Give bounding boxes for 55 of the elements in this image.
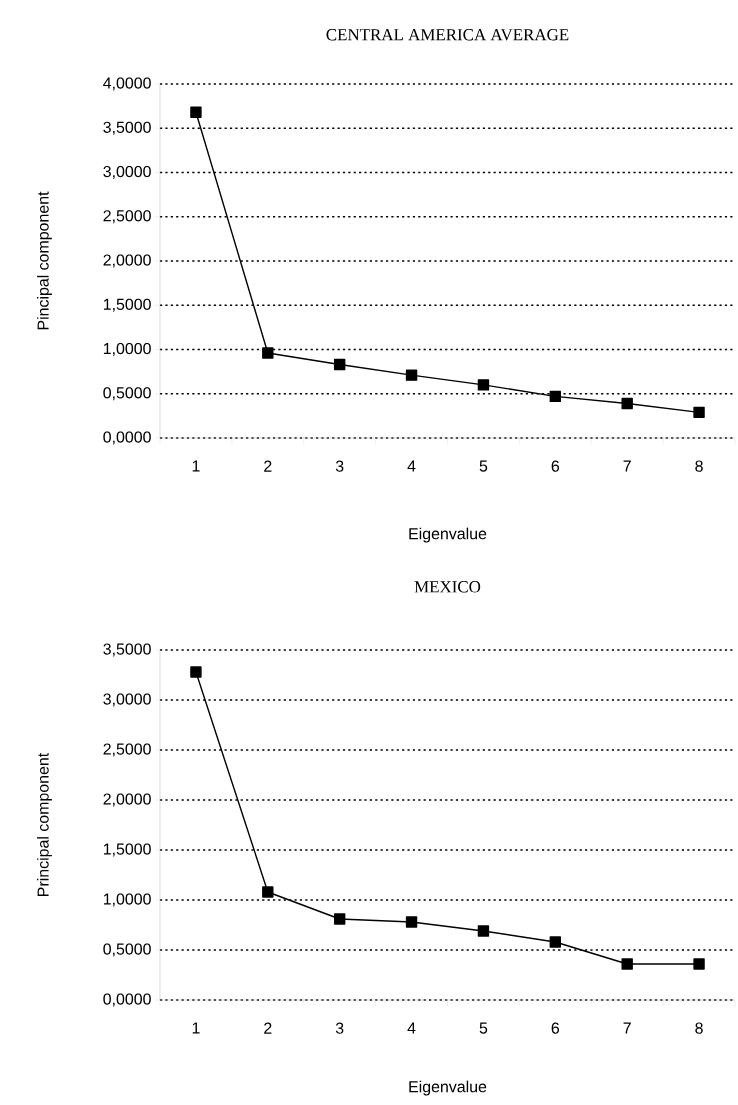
point xyxy=(405,916,418,928)
point xyxy=(621,397,633,410)
point xyxy=(621,958,633,970)
point xyxy=(262,886,274,898)
x-tick-label: 1 xyxy=(192,1022,200,1034)
point xyxy=(477,925,490,937)
x-tick-label: 8 xyxy=(695,1022,703,1034)
x-tick-label: 8 xyxy=(695,460,703,472)
x-axis-title: Eigenvalue xyxy=(409,527,487,543)
point xyxy=(405,369,418,381)
y-tick-label: 3,5000 xyxy=(103,643,151,657)
x-tick-label: 3 xyxy=(335,1022,344,1034)
chart-title: MEXICO xyxy=(414,581,481,593)
x-tick-label: 1 xyxy=(192,460,200,472)
y-tick-label: 3,5000 xyxy=(103,121,151,135)
y-axis-title: Pincipal component xyxy=(37,191,52,330)
y-tick-label: 3,0000 xyxy=(103,693,151,707)
x-tick-label: 2 xyxy=(264,460,272,472)
point xyxy=(693,406,705,419)
point xyxy=(333,913,346,925)
point xyxy=(693,958,705,970)
x-tick-label: 5 xyxy=(479,460,488,472)
y-tick-label: 0,5000 xyxy=(103,943,151,957)
point xyxy=(190,666,202,678)
y-tick-label: 1,5000 xyxy=(103,843,151,857)
y-tick-label: 1,0000 xyxy=(103,342,151,357)
x-tick-label: 3 xyxy=(335,460,344,472)
y-tick-label: 2,5000 xyxy=(103,743,151,757)
y-tick-label: 1,0000 xyxy=(103,893,151,907)
y-tick-label: 4,0000 xyxy=(103,77,151,91)
y-tick-label: 3,0000 xyxy=(103,165,151,180)
x-tick-label: 4 xyxy=(407,1022,416,1034)
x-tick-label: 5 xyxy=(479,1022,488,1034)
x-axis-title: Eigenvalue xyxy=(409,1080,487,1096)
y-tick-label: 2,0000 xyxy=(103,254,151,268)
point xyxy=(549,390,562,403)
point xyxy=(262,347,274,359)
chart-title: CENTRAL AMERICA AVERAGE xyxy=(326,29,569,41)
y-tick-label: 0,0000 xyxy=(103,993,151,1007)
y-tick-label: 0,0000 xyxy=(103,431,151,445)
x-tick-label: 6 xyxy=(551,1022,560,1034)
y-axis-title: Principal component xyxy=(37,752,52,896)
x-tick-label: 4 xyxy=(407,460,416,472)
x-tick-label: 6 xyxy=(551,460,560,472)
point xyxy=(190,106,202,119)
point xyxy=(549,936,562,948)
y-tick-label: 2,5000 xyxy=(103,210,151,224)
x-tick-label: 2 xyxy=(264,1022,272,1034)
y-tick-label: 0,5000 xyxy=(103,387,151,401)
point xyxy=(333,358,346,371)
y-tick-label: 2,0000 xyxy=(103,793,151,807)
x-tick-label: 7 xyxy=(623,460,631,472)
y-tick-label: 1,5000 xyxy=(103,298,151,312)
point xyxy=(477,379,490,391)
x-tick-label: 7 xyxy=(623,1022,631,1034)
